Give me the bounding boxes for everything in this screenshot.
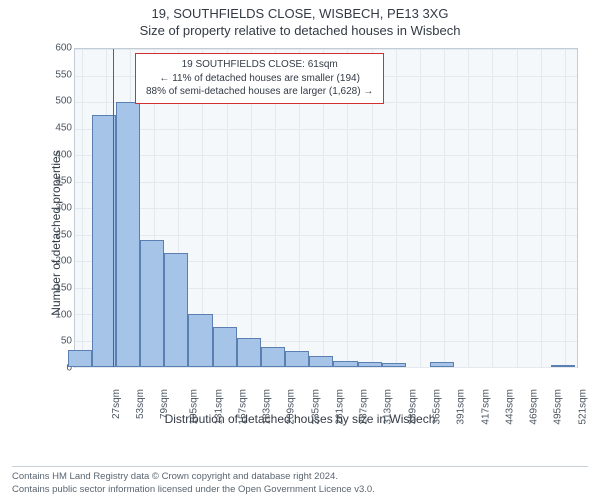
copyright-footer: Contains HM Land Registry data © Crown c…	[12, 466, 588, 496]
gridline-v	[517, 49, 518, 367]
gridline-h	[75, 129, 577, 130]
histogram-bar	[213, 327, 237, 367]
gridline-h	[75, 208, 577, 209]
gridline-v	[565, 49, 566, 367]
y-tick: 600	[42, 43, 72, 54]
page-title: 19, SOUTHFIELDS CLOSE, WISBECH, PE13 3XG	[0, 0, 600, 21]
gridline-v	[541, 49, 542, 367]
y-tick: 400	[42, 149, 72, 160]
x-tick: 365sqm	[432, 389, 443, 425]
gridline-h	[75, 49, 577, 50]
annotation-line2: ← 11% of detached houses are smaller (19…	[146, 72, 373, 86]
y-tick: 350	[42, 176, 72, 187]
x-tick: 79sqm	[159, 389, 170, 419]
x-tick: 443sqm	[504, 389, 515, 425]
y-tick: 200	[42, 256, 72, 267]
y-tick: 250	[42, 229, 72, 240]
y-tick: 300	[42, 203, 72, 214]
annotation-line3: 88% of semi-detached houses are larger (…	[146, 85, 373, 99]
x-tick: 27sqm	[111, 389, 122, 419]
histogram-bar	[285, 351, 309, 367]
x-tick: 105sqm	[189, 389, 200, 425]
annotation-box: 19 SOUTHFIELDS CLOSE: 61sqm ← 11% of det…	[135, 53, 384, 104]
histogram-bar	[551, 365, 575, 367]
y-tick: 450	[42, 123, 72, 134]
gridline-v	[420, 49, 421, 367]
histogram-bar	[382, 363, 406, 367]
histogram-bar	[237, 338, 261, 367]
footer-line2: Contains public sector information licen…	[12, 484, 588, 496]
y-tick: 550	[42, 69, 72, 80]
y-tick: 100	[42, 309, 72, 320]
x-tick: 209sqm	[286, 389, 297, 425]
y-tick: 150	[42, 283, 72, 294]
x-tick: 417sqm	[480, 389, 491, 425]
x-tick: 495sqm	[553, 389, 564, 425]
x-tick: 339sqm	[407, 389, 418, 425]
x-tick: 313sqm	[383, 389, 394, 425]
footer-line1: Contains HM Land Registry data © Crown c…	[12, 471, 588, 483]
x-tick: 287sqm	[359, 389, 370, 425]
histogram-bar	[68, 350, 92, 367]
y-tick: 50	[42, 336, 72, 347]
gridline-h	[75, 155, 577, 156]
chart-container: Number of detached properties 0501001502…	[48, 42, 584, 410]
histogram-bar	[261, 347, 285, 367]
y-tick: 500	[42, 96, 72, 107]
x-tick: 391sqm	[456, 389, 467, 425]
gridline-v	[444, 49, 445, 367]
histogram-bar	[140, 240, 164, 367]
histogram-bar	[430, 362, 454, 367]
gridline-v	[468, 49, 469, 367]
reference-line	[113, 49, 114, 367]
histogram-bar	[358, 362, 382, 367]
gridline-h	[75, 182, 577, 183]
plot-area: 19 SOUTHFIELDS CLOSE: 61sqm ← 11% of det…	[74, 48, 578, 368]
y-axis-ticks: 050100150200250300350400450500550600	[42, 48, 72, 368]
x-tick: 235sqm	[310, 389, 321, 425]
histogram-bar	[309, 356, 333, 367]
x-tick: 521sqm	[577, 389, 588, 425]
x-tick: 261sqm	[335, 389, 346, 425]
x-tick: 157sqm	[237, 389, 248, 425]
x-tick: 183sqm	[262, 389, 273, 425]
histogram-bar	[164, 253, 188, 367]
x-tick: 131sqm	[213, 389, 224, 425]
gridline-v	[82, 49, 83, 367]
annotation-line1: 19 SOUTHFIELDS CLOSE: 61sqm	[146, 58, 373, 72]
page-subtitle: Size of property relative to detached ho…	[0, 21, 600, 42]
x-tick: 469sqm	[529, 389, 540, 425]
x-tick: 53sqm	[135, 389, 146, 419]
histogram-bar	[188, 314, 212, 367]
histogram-bar	[116, 102, 140, 367]
gridline-v	[492, 49, 493, 367]
x-axis-ticks: 27sqm53sqm79sqm105sqm131sqm157sqm183sqm2…	[74, 368, 578, 410]
histogram-bar	[333, 361, 357, 367]
gridline-v	[396, 49, 397, 367]
gridline-h	[75, 235, 577, 236]
